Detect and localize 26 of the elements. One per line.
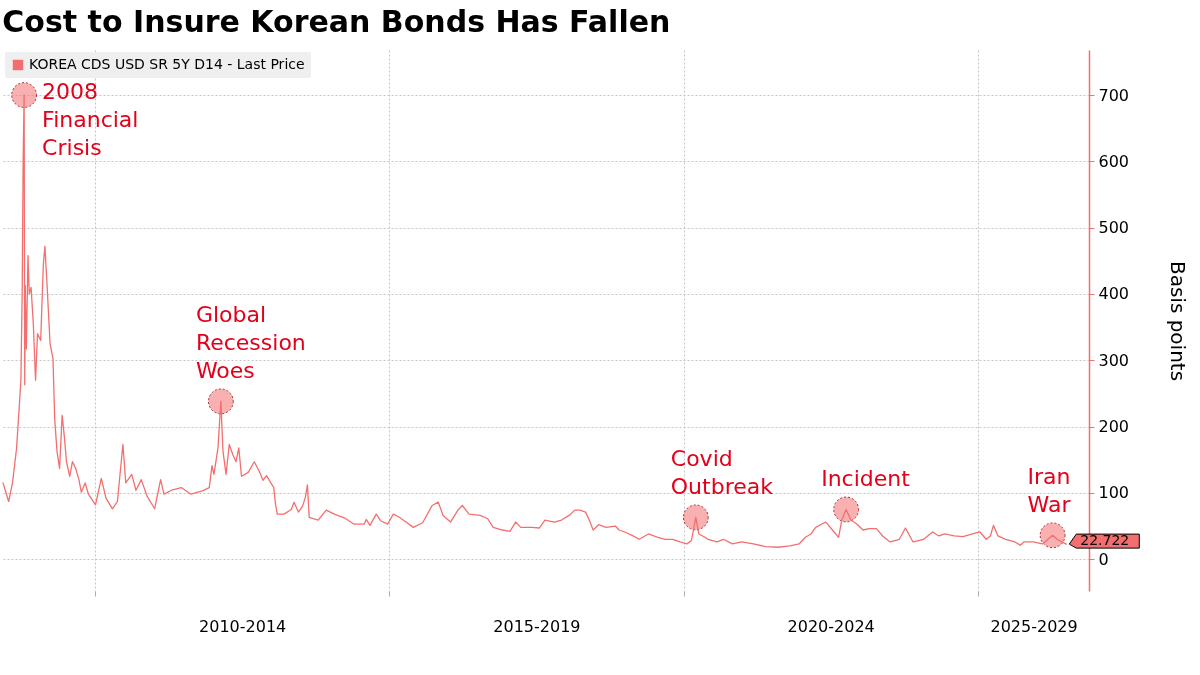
x-tick-label: 2025-2029 [990,616,1078,636]
y-axis-title: Basis points [1166,260,1191,382]
x-tick-label: 2020-2024 [787,616,875,636]
y-tick-label: 400 [1098,284,1130,304]
annotation: Covid Outbreak [670,446,774,500]
y-tick-label: 100 [1098,483,1130,503]
point [207,388,234,415]
point [11,82,38,108]
annotation: Iran War [1027,464,1072,518]
point [682,504,709,531]
y-tick-label: 600 [1098,151,1130,171]
y-tick-label: 300 [1098,350,1130,370]
y-tick-label: 0 [1098,549,1109,569]
point [1039,522,1066,549]
legend-label: KOREA CDS USD SR 5Y D14 - Last Price [29,56,305,72]
annotation: Incident [821,466,911,492]
x-tick-label: 2010-2014 [199,616,287,636]
y-tick-label: 700 [1098,85,1130,105]
point [833,496,860,523]
annotation: 2008 Financial Crisis [42,79,139,161]
chart-title: Cost to Insure Korean Bonds Has Fallen [2,4,671,39]
data-label: 22.722 [1080,532,1130,549]
annotation: Global Recession Woes [195,302,306,384]
y-tick-label: 200 [1098,417,1130,437]
x-tick-label: 2015-2019 [493,616,581,636]
y-tick-label: 500 [1098,218,1130,238]
